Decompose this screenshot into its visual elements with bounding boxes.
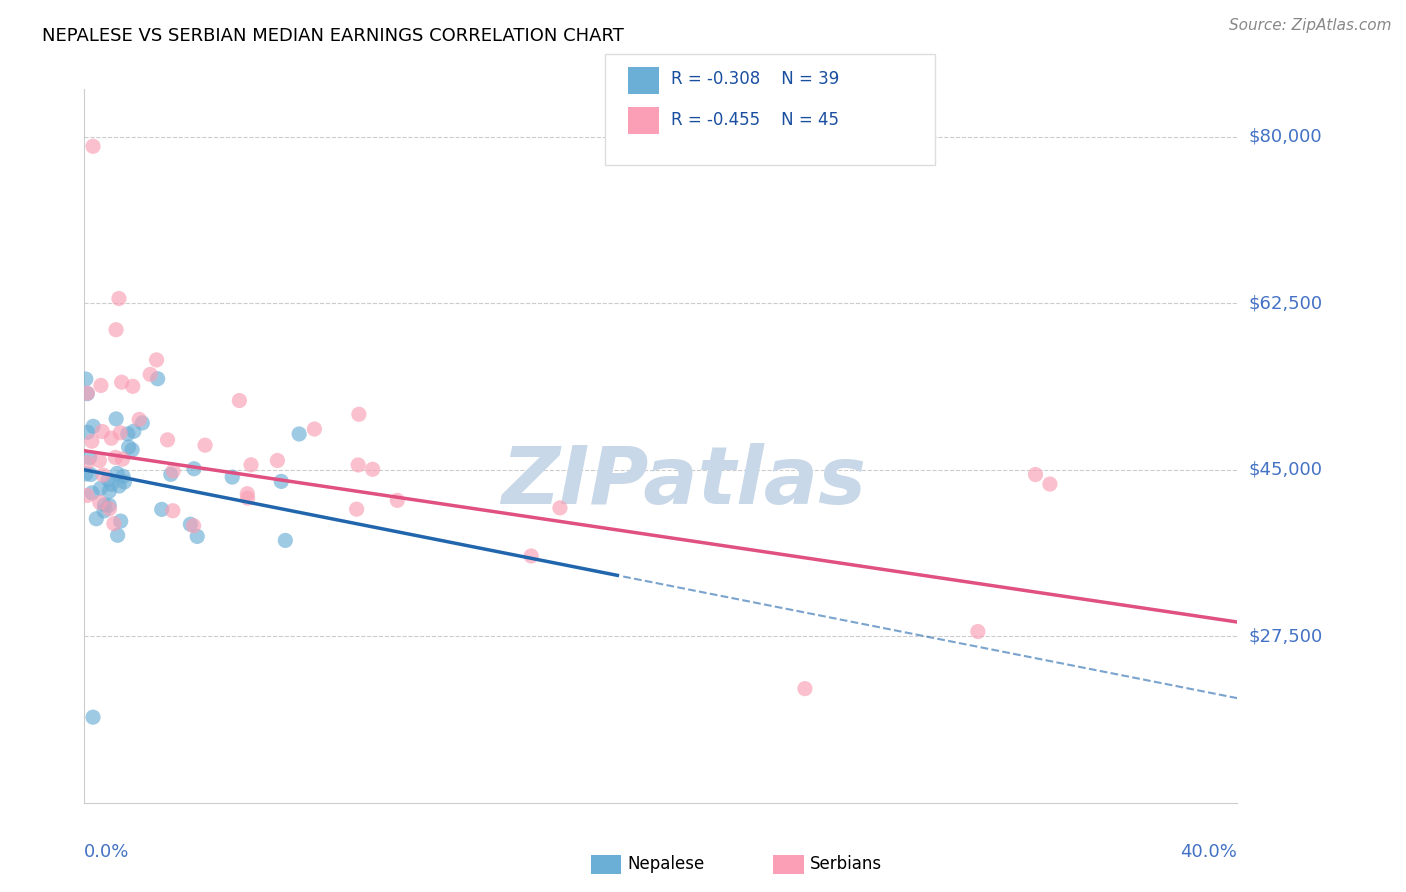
- Point: [162, 504, 184, 518]
- Point: [82, 710, 104, 724]
- Point: [89, 495, 111, 509]
- Text: NEPALESE VS SERBIAN MEDIAN EARNINGS CORRELATION CHART: NEPALESE VS SERBIAN MEDIAN EARNINGS CORR…: [42, 27, 624, 45]
- Point: [90, 378, 112, 392]
- Text: 0.0%: 0.0%: [84, 843, 129, 861]
- Point: [104, 450, 127, 465]
- Point: [79, 450, 101, 465]
- Text: Nepalese: Nepalese: [627, 855, 704, 873]
- Point: [387, 493, 409, 508]
- Point: [186, 529, 208, 543]
- Point: [110, 514, 132, 528]
- Point: [194, 438, 217, 452]
- Point: [236, 486, 259, 500]
- Text: $27,500: $27,500: [1249, 627, 1323, 645]
- Point: [304, 422, 326, 436]
- Point: [75, 372, 97, 386]
- Text: $80,000: $80,000: [1249, 128, 1322, 145]
- Point: [80, 434, 103, 449]
- Point: [80, 486, 103, 500]
- Point: [183, 462, 205, 476]
- Text: Source: ZipAtlas.com: Source: ZipAtlas.com: [1229, 18, 1392, 33]
- Point: [128, 412, 150, 426]
- Point: [274, 533, 297, 548]
- Point: [361, 462, 384, 476]
- Point: [221, 470, 243, 484]
- Point: [1039, 477, 1062, 491]
- Point: [794, 681, 817, 696]
- Point: [75, 467, 97, 481]
- Point: [145, 352, 167, 367]
- Point: [97, 473, 120, 487]
- Point: [98, 484, 121, 499]
- Text: ZIPatlas: ZIPatlas: [502, 442, 866, 521]
- Point: [117, 426, 139, 441]
- Point: [967, 624, 990, 639]
- Point: [347, 407, 370, 421]
- Point: [108, 425, 131, 440]
- Point: [236, 491, 259, 505]
- Point: [98, 501, 121, 516]
- Text: 40.0%: 40.0%: [1181, 843, 1237, 861]
- Point: [150, 502, 173, 516]
- Point: [121, 442, 143, 457]
- Point: [183, 518, 205, 533]
- Point: [347, 458, 370, 472]
- Point: [98, 498, 121, 512]
- Point: [131, 416, 153, 430]
- Point: [159, 467, 181, 482]
- Point: [346, 502, 368, 516]
- Point: [91, 425, 114, 439]
- Text: R = -0.455    N = 45: R = -0.455 N = 45: [671, 111, 838, 128]
- Point: [76, 386, 98, 401]
- Point: [520, 549, 543, 563]
- Point: [121, 379, 143, 393]
- Point: [107, 528, 129, 542]
- Text: $45,000: $45,000: [1249, 461, 1323, 479]
- Point: [100, 477, 122, 491]
- Point: [270, 475, 292, 489]
- Point: [76, 386, 98, 401]
- Point: [105, 467, 128, 481]
- Point: [240, 458, 263, 472]
- Point: [179, 517, 201, 532]
- Point: [111, 375, 134, 389]
- Point: [76, 456, 98, 470]
- Point: [93, 504, 115, 518]
- Point: [103, 516, 125, 531]
- Point: [82, 419, 104, 434]
- Point: [548, 500, 571, 515]
- Point: [266, 453, 288, 467]
- Point: [76, 488, 98, 502]
- Point: [82, 139, 104, 153]
- Point: [84, 512, 107, 526]
- Point: [162, 464, 184, 478]
- Point: [91, 468, 114, 483]
- Point: [228, 393, 250, 408]
- Point: [111, 452, 134, 467]
- Point: [105, 412, 128, 426]
- Point: [89, 453, 111, 467]
- Point: [108, 479, 131, 493]
- Point: [112, 469, 135, 483]
- Point: [112, 475, 135, 489]
- Point: [93, 498, 115, 512]
- Point: [76, 425, 98, 440]
- Text: Serbians: Serbians: [810, 855, 882, 873]
- Point: [156, 433, 179, 447]
- Point: [89, 481, 111, 495]
- Text: $62,500: $62,500: [1249, 294, 1323, 312]
- Point: [122, 424, 145, 438]
- Text: R = -0.308    N = 39: R = -0.308 N = 39: [671, 70, 839, 88]
- Point: [80, 467, 103, 482]
- Point: [139, 368, 162, 382]
- Point: [1025, 467, 1047, 482]
- Point: [117, 440, 139, 454]
- Point: [108, 292, 131, 306]
- Point: [100, 431, 122, 445]
- Point: [105, 323, 128, 337]
- Point: [146, 372, 169, 386]
- Point: [288, 427, 311, 442]
